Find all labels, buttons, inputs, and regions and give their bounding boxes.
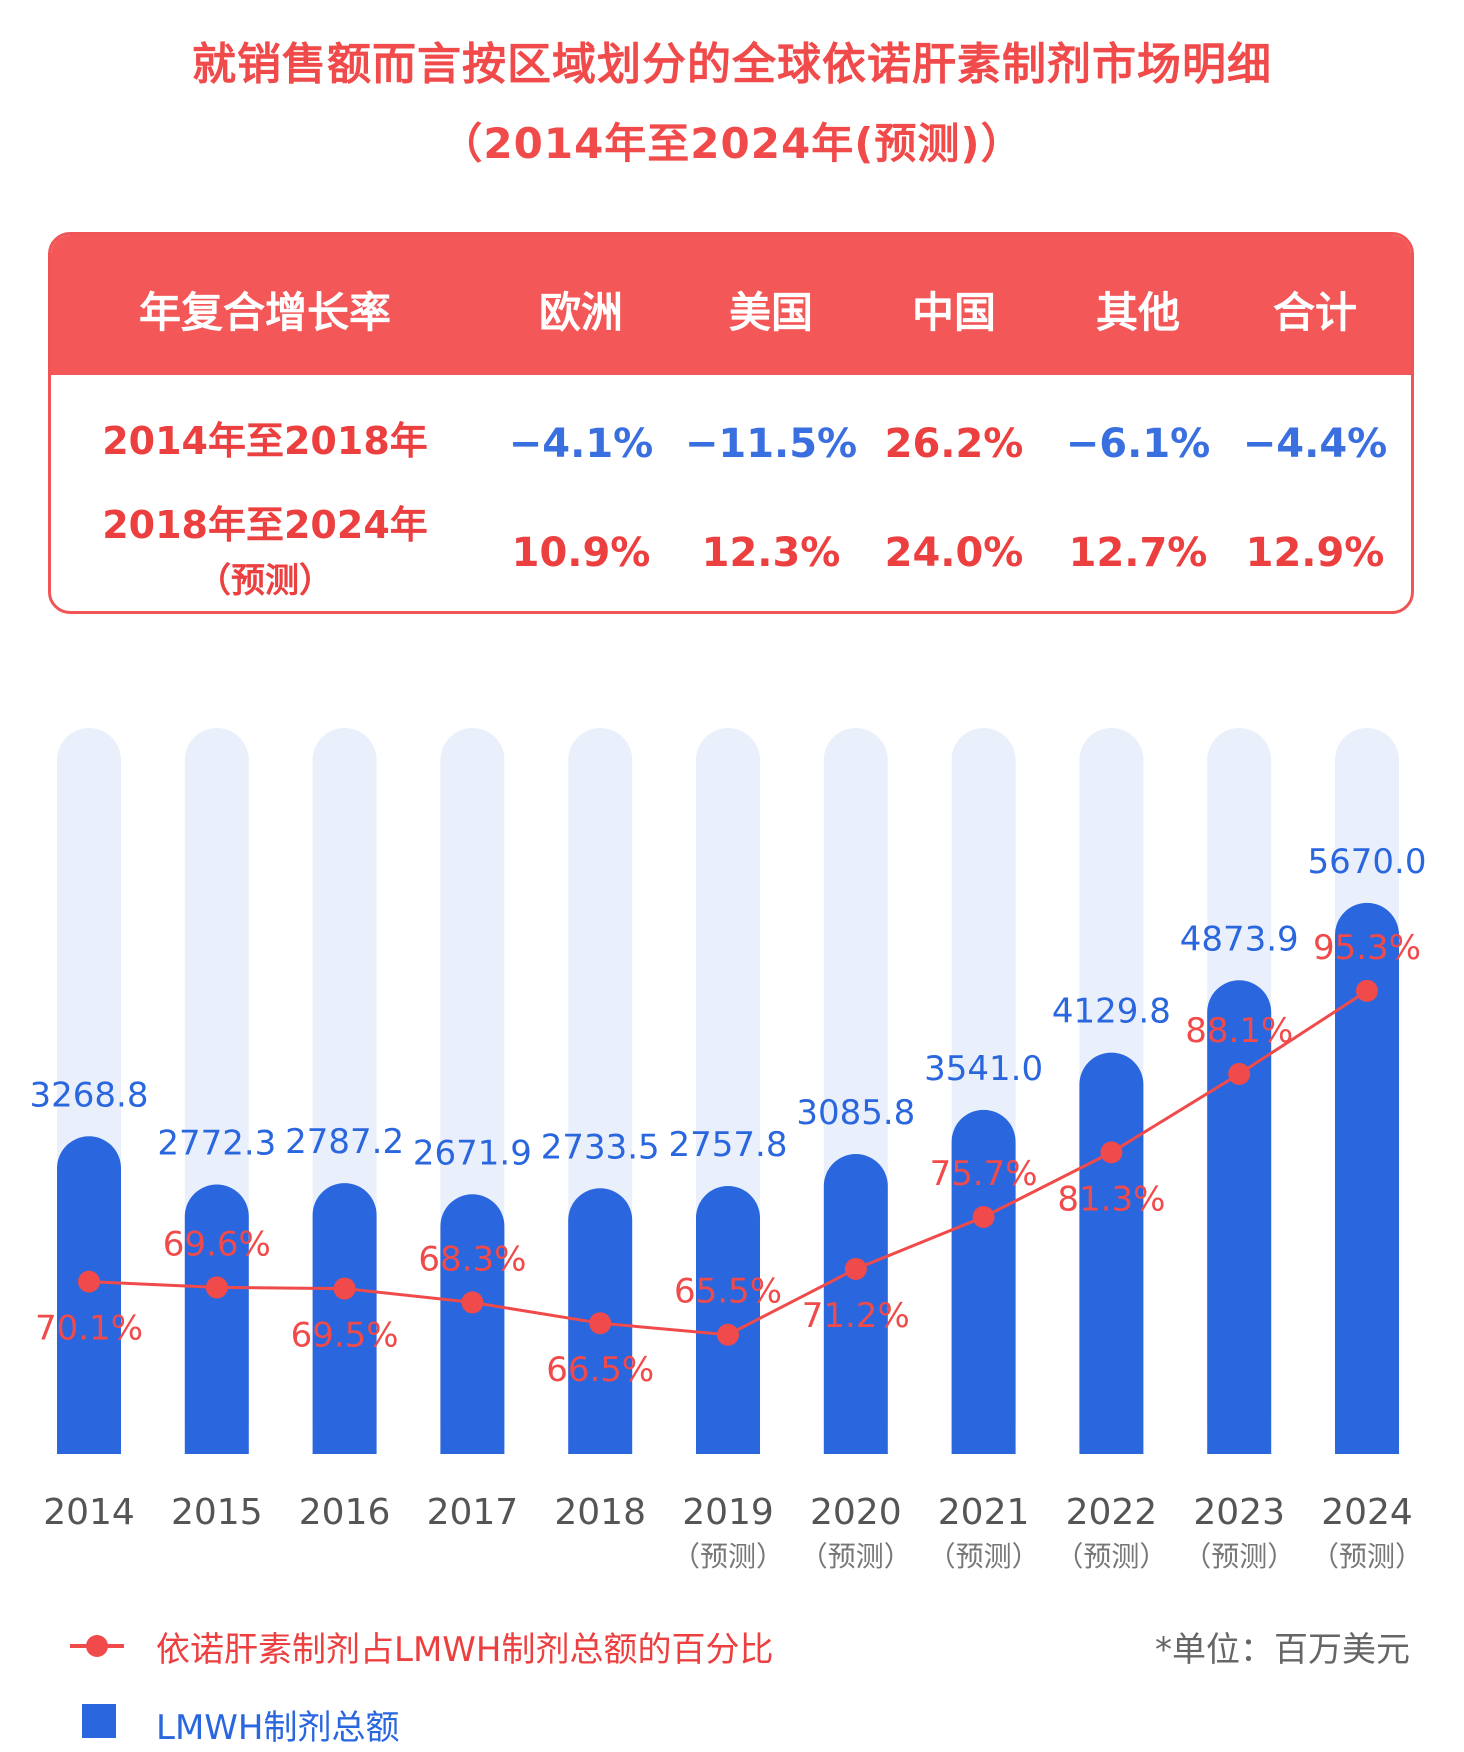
bar-value-label: 4873.9 — [1180, 919, 1299, 959]
bar — [1207, 980, 1272, 1454]
cagr-row1-china: 26.2% — [884, 421, 1024, 467]
bar — [1079, 1052, 1144, 1454]
bar — [184, 1184, 249, 1454]
cagr-row2-other: 12.7% — [1068, 530, 1208, 576]
cagr-header-other: 其他 — [1095, 288, 1181, 337]
bar-value-label: 2787.2 — [285, 1122, 404, 1162]
cagr-row1-total: −4.4% — [1242, 421, 1388, 467]
cagr-header-usa: 美国 — [728, 288, 814, 337]
line-value-label: 65.5% — [674, 1272, 782, 1312]
line-point — [461, 1291, 484, 1314]
cagr-header-europe: 欧洲 — [538, 288, 624, 337]
line-point — [589, 1312, 612, 1335]
x-tick-label: 2017 — [427, 1492, 519, 1533]
x-tick-label: 2019 — [682, 1492, 774, 1533]
x-tick-label: 2014 — [43, 1492, 135, 1533]
cagr-table: 年复合增长率 欧洲 美国 中国 其他 合计 2014年至2018年 −4.1% … — [48, 232, 1414, 614]
x-tick-label: 2018 — [554, 1492, 646, 1533]
x-tick-sublabel: （预测） — [800, 1540, 912, 1573]
bar-value-label: 3541.0 — [924, 1049, 1043, 1089]
line-point — [1356, 979, 1378, 1002]
bar-value-label: 2671.9 — [413, 1133, 532, 1173]
bar-value-label: 2757.8 — [669, 1125, 788, 1165]
cagr-row2-total: 12.9% — [1245, 530, 1385, 576]
line-point — [972, 1206, 995, 1229]
x-tick-label: 2021 — [938, 1492, 1030, 1533]
line-value-label: 88.1% — [1185, 1011, 1293, 1051]
cagr-table-header: 年复合增长率 欧洲 美国 中国 其他 合计 — [51, 235, 1411, 375]
x-tick-label: 2015 — [171, 1492, 263, 1533]
x-tick-label: 2023 — [1193, 1492, 1285, 1533]
line-point — [333, 1277, 356, 1300]
legend-square-icon — [82, 1704, 116, 1738]
cagr-row2-label: 2018年至2024年 — [102, 503, 428, 547]
x-tick-sublabel: （预测） — [928, 1540, 1040, 1573]
bar — [57, 1136, 121, 1454]
bar — [951, 1109, 1016, 1454]
legend-dot-icon — [86, 1635, 108, 1657]
cagr-row2-china: 24.0% — [884, 530, 1024, 576]
cagr-row1-other: −6.1% — [1065, 421, 1211, 467]
legend-line-label: 依诺肝素制剂占LMWH制剂总额的百分比 — [156, 1630, 774, 1670]
line-value-label: 69.6% — [163, 1224, 271, 1264]
cagr-row2-europe: 10.9% — [511, 530, 651, 576]
cagr-header-china: 中国 — [911, 288, 997, 337]
line-value-label: 71.2% — [802, 1296, 910, 1336]
cagr-row1-europe: −4.1% — [508, 421, 654, 467]
line-value-label: 95.3% — [1313, 928, 1421, 968]
line-value-label: 69.5% — [291, 1316, 399, 1356]
bar — [440, 1194, 505, 1454]
line-value-label: 68.3% — [418, 1239, 526, 1279]
line-value-label: 81.3% — [1057, 1179, 1165, 1219]
bar — [823, 1154, 888, 1454]
x-tick-label: 2016 — [299, 1492, 391, 1533]
cagr-row1-usa: −11.5% — [684, 421, 858, 467]
bar-value-label: 5670.0 — [1308, 842, 1427, 882]
cagr-header-label: 年复合增长率 — [138, 288, 392, 337]
x-tick-label: 2020 — [810, 1492, 902, 1533]
line-point — [1228, 1062, 1251, 1085]
unit-note: *单位：百万美元 — [1155, 1630, 1410, 1670]
cagr-row2-usa: 12.3% — [701, 530, 841, 576]
x-tick-sublabel: （预测） — [1183, 1540, 1295, 1573]
cagr-row2-sub: （预测） — [197, 561, 333, 601]
cagr-row1-label: 2014年至2018年 — [102, 419, 428, 463]
x-tick-label: 2022 — [1066, 1492, 1158, 1533]
bar — [696, 1185, 760, 1454]
x-tick-sublabel: （预测） — [1055, 1540, 1167, 1573]
bar-value-label: 3268.8 — [30, 1075, 149, 1115]
bar-value-label: 4129.8 — [1052, 992, 1171, 1032]
bar-value-label: 2772.3 — [157, 1124, 276, 1164]
bar-value-label: 2733.5 — [541, 1127, 660, 1167]
line-point — [717, 1323, 739, 1346]
line-point — [844, 1257, 867, 1280]
x-tick-label: 2024 — [1321, 1492, 1413, 1533]
bar-value-label: 3085.8 — [796, 1093, 915, 1133]
line-value-label: 75.7% — [930, 1154, 1038, 1194]
line-point — [1100, 1141, 1123, 1164]
chart-subtitle: （2014年至2024年(预测)） — [440, 119, 1024, 168]
x-tick-sublabel: （预测） — [672, 1540, 784, 1573]
chart-title: 就销售额而言按区域划分的全球依诺肝素制剂市场明细 — [192, 39, 1272, 90]
line-value-label: 70.1% — [35, 1309, 143, 1349]
line-point — [205, 1276, 228, 1299]
line-value-label: 66.5% — [546, 1350, 654, 1390]
cagr-header-total: 合计 — [1272, 288, 1358, 337]
bar — [312, 1183, 377, 1454]
bar — [1335, 902, 1399, 1454]
line-point — [78, 1270, 100, 1293]
legend-bar-label: LMWH制剂总额 — [156, 1708, 400, 1748]
x-tick-sublabel: （预测） — [1311, 1540, 1423, 1573]
